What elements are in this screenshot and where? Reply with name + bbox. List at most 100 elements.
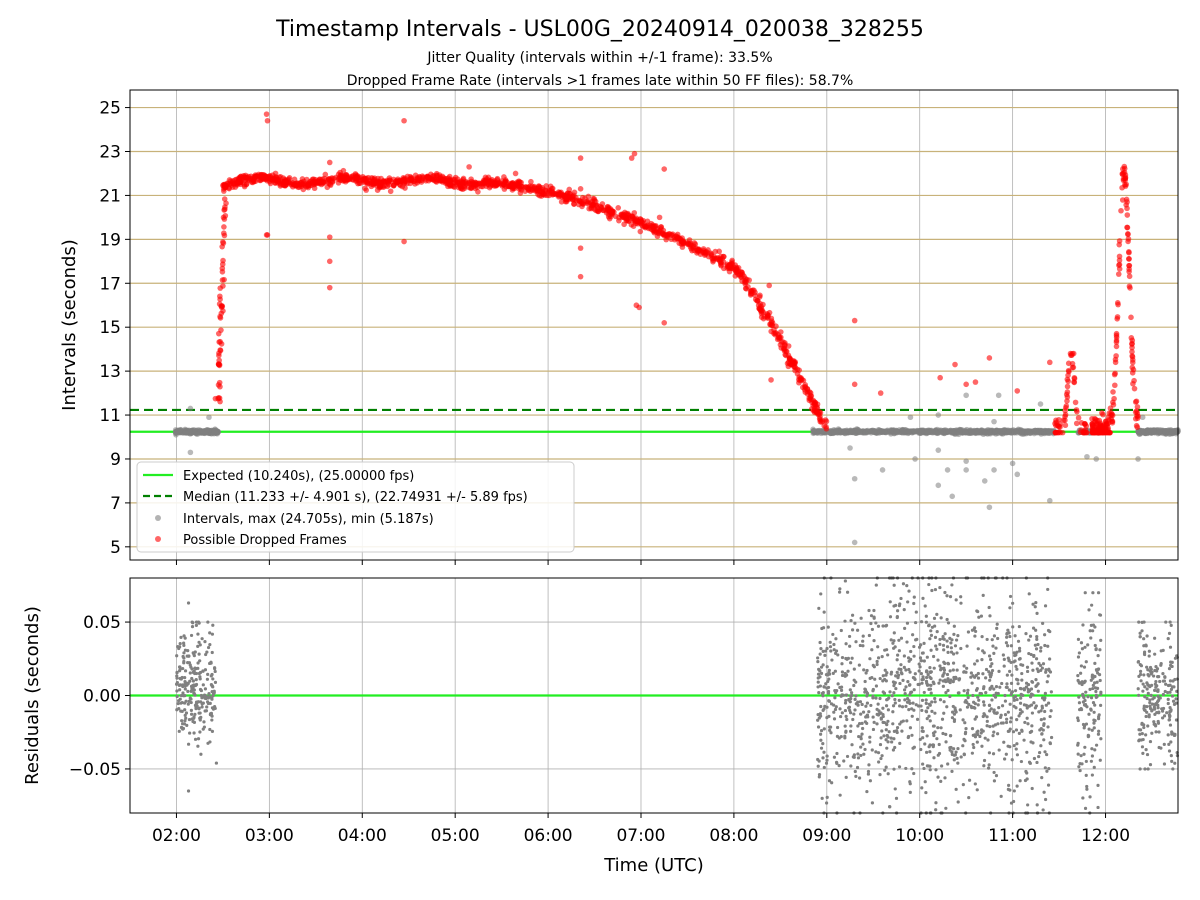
residual-point	[1146, 691, 1150, 695]
residual-point	[867, 710, 871, 714]
residual-point	[816, 656, 820, 660]
residual-point	[1042, 790, 1046, 794]
residual-point	[994, 774, 999, 778]
interval-point	[955, 429, 962, 436]
residual-point	[1136, 687, 1140, 691]
dropped-point	[518, 187, 525, 193]
residual-point	[941, 634, 945, 639]
residual-point	[1034, 647, 1039, 651]
residual-point	[1040, 776, 1044, 780]
residual-point	[906, 656, 911, 660]
residual-point	[914, 638, 918, 642]
residual-point	[868, 740, 872, 744]
residual-point	[948, 748, 952, 752]
dropped-point	[582, 195, 588, 202]
residual-point	[935, 630, 939, 634]
dropped-point	[823, 418, 830, 425]
residual-point	[819, 647, 823, 651]
residual-point	[921, 729, 925, 733]
residual-point	[189, 708, 193, 712]
interval-point	[913, 428, 920, 435]
residual-point	[876, 624, 881, 628]
dropped-point	[1119, 170, 1126, 177]
residual-point	[888, 690, 892, 694]
dropped-point	[1122, 183, 1129, 189]
residual-point	[816, 680, 820, 684]
dropped-point	[1063, 403, 1070, 409]
residual-point	[182, 661, 186, 665]
residual-point	[1015, 650, 1019, 654]
bottom-residual-points	[174, 576, 1180, 815]
residual-point	[955, 651, 959, 655]
dropped-point	[579, 203, 585, 210]
residual-point	[955, 638, 959, 642]
residual-point	[894, 603, 898, 608]
residual-point	[182, 641, 186, 645]
residual-point	[1156, 706, 1160, 710]
residual-point	[860, 721, 864, 725]
residual-point	[945, 617, 949, 622]
residual-point	[1027, 704, 1032, 708]
residual-point	[839, 694, 843, 698]
residual-point	[1029, 652, 1033, 657]
chart-title: Timestamp Intervals - USL00G_20240914_02…	[275, 17, 924, 42]
residual-point	[912, 688, 916, 692]
residual-point	[999, 794, 1003, 798]
residual-point	[816, 672, 821, 676]
residual-point	[1018, 686, 1023, 691]
residual-point	[1092, 726, 1096, 730]
residual-point	[1025, 706, 1029, 710]
residual-point	[990, 662, 994, 666]
dropped-point	[678, 238, 684, 244]
residual-point	[986, 738, 990, 742]
residual-point	[818, 669, 822, 673]
residual-point	[179, 694, 184, 698]
residual-point	[861, 639, 865, 643]
residual-point	[907, 589, 911, 593]
residual-point	[1037, 710, 1041, 714]
residual-point	[907, 683, 912, 687]
residual-point	[194, 705, 198, 709]
residual-point	[854, 680, 858, 684]
residual-point	[1030, 786, 1034, 791]
dropped-point	[445, 175, 451, 182]
residual-point	[987, 670, 991, 674]
residual-point	[892, 631, 896, 635]
residual-point	[849, 729, 853, 733]
dropped-point	[509, 185, 516, 191]
residual-point	[1039, 649, 1043, 653]
residual-point	[831, 632, 835, 637]
residual-point	[1008, 606, 1012, 610]
residual-point	[1082, 703, 1087, 707]
residual-point	[1099, 638, 1103, 642]
dropped-point	[679, 244, 686, 250]
residual-point	[193, 737, 198, 741]
dropped-point	[1062, 407, 1068, 414]
residual-point	[1094, 693, 1098, 697]
residual-point	[903, 698, 907, 702]
residual-point	[1030, 724, 1034, 728]
residual-point	[1092, 710, 1096, 714]
interval-point	[1014, 471, 1021, 478]
residual-point	[858, 700, 863, 704]
residual-point	[905, 700, 910, 704]
residual-point	[1165, 711, 1169, 715]
residual-point	[959, 601, 963, 605]
dropped-point	[1108, 412, 1114, 419]
residual-point	[925, 675, 929, 680]
residual-point	[832, 710, 836, 714]
residual-point	[984, 676, 988, 680]
residual-point	[182, 651, 186, 655]
residual-point	[920, 681, 924, 685]
dropped-point	[588, 204, 595, 211]
residual-point	[943, 661, 947, 666]
residual-point	[944, 691, 948, 695]
residual-point	[1140, 722, 1144, 726]
residual-point	[951, 661, 956, 665]
residual-point	[1081, 796, 1085, 800]
residual-point	[1016, 639, 1021, 643]
dropped-point	[1069, 350, 1076, 357]
dropped-point	[343, 172, 350, 179]
residual-point	[912, 595, 916, 599]
residual-point	[859, 753, 863, 758]
